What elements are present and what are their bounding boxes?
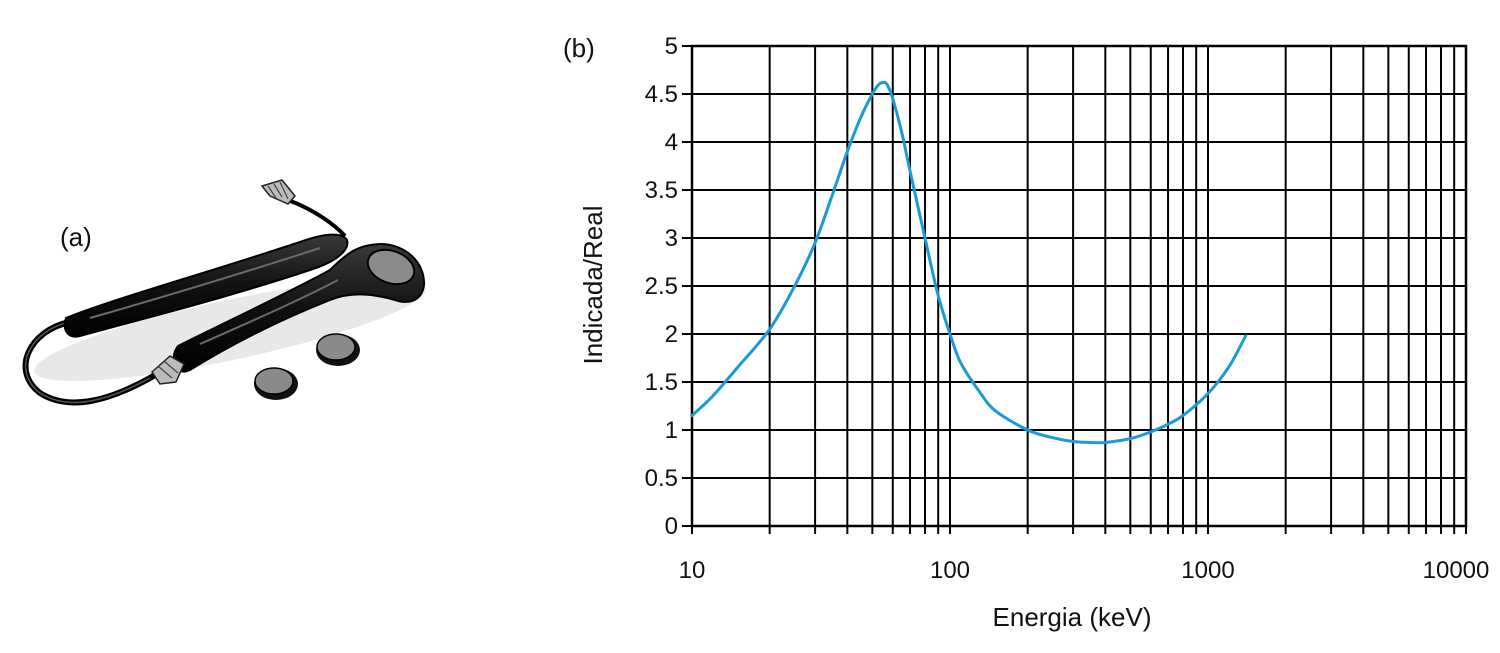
x-tick-label: 1000 (1181, 557, 1234, 584)
y-tick-label: 1.5 (645, 369, 678, 396)
chart-grid (682, 44, 1468, 534)
connector-bottom (151, 355, 185, 385)
cable (287, 198, 347, 238)
dosimeter-illustration (22, 179, 426, 406)
y-tick-label: 3.5 (645, 177, 678, 204)
x-tick-labels: 10 100 1000 10000 (679, 557, 1490, 584)
y-tick-label: 5 (665, 33, 678, 60)
connector-top (260, 179, 296, 205)
y-tick-label: 0.5 (645, 465, 678, 492)
chart-series (690, 80, 1248, 445)
y-tick-labels: 0 0.5 1 1.5 2 2.5 3 3.5 4 4.5 5 (645, 33, 678, 540)
y-tick-label: 2.5 (645, 273, 678, 300)
disc-dosimeter (254, 367, 298, 400)
x-axis-label: Energia (keV) (993, 602, 1152, 632)
y-tick-label: 3 (665, 225, 678, 252)
panel-label-b: (b) (563, 33, 595, 63)
y-tick-label: 4 (665, 129, 678, 156)
disc-dosimeter (316, 333, 360, 366)
y-tick-label: 1 (665, 417, 678, 444)
x-tick-label: 10000 (1423, 557, 1490, 584)
series-line (690, 80, 1248, 445)
y-tick-label: 0 (665, 513, 678, 540)
reader-handle (172, 242, 426, 373)
x-tick-label: 10 (679, 557, 706, 584)
y-tick-label: 2 (665, 321, 678, 348)
panel-label-a: (a) (60, 222, 92, 252)
probe-body (63, 233, 349, 338)
y-axis-label: Indicada/Real (578, 206, 608, 365)
y-tick-label: 4.5 (645, 81, 678, 108)
x-tick-label: 100 (930, 557, 970, 584)
plot-frame (690, 44, 1468, 528)
